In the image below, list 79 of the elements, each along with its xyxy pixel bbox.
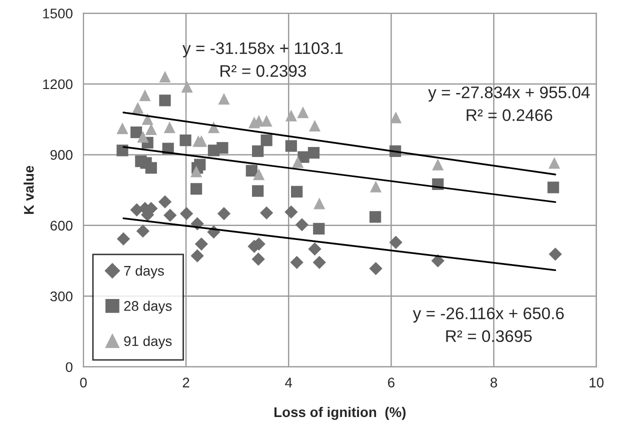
point	[285, 140, 297, 152]
x-tick-label: 4	[285, 378, 292, 388]
point	[164, 208, 177, 222]
point	[291, 186, 303, 198]
point	[164, 122, 176, 134]
point	[196, 135, 208, 147]
annotation: y = -26.116x + 650.6 R² = 0.3695	[412, 307, 564, 342]
x-axis-title: Loss of ignition (%)	[274, 406, 406, 420]
point	[284, 205, 298, 219]
y-tick-label: 600	[50, 220, 72, 231]
point	[136, 224, 150, 238]
point	[295, 218, 309, 232]
point	[142, 113, 154, 125]
x-tick-label: 2	[182, 378, 190, 388]
y-tick-label: 900	[50, 150, 72, 160]
point	[252, 185, 264, 197]
point	[145, 123, 157, 136]
point	[260, 134, 272, 146]
y-tick-label: 300	[50, 291, 72, 302]
point	[432, 158, 444, 170]
x-tick-label: 8	[490, 378, 498, 388]
point	[246, 164, 258, 177]
y-tick-label: 0	[66, 362, 72, 372]
point	[285, 110, 297, 122]
point	[180, 207, 194, 220]
point	[369, 211, 382, 223]
point	[370, 180, 382, 192]
annotation: y = -27.834x + 955.04 R² = 0.2466	[428, 86, 590, 122]
point	[194, 237, 208, 251]
y-tick-label: 1200	[43, 79, 72, 90]
point	[217, 207, 231, 220]
point	[190, 166, 202, 178]
point	[369, 262, 382, 276]
legend-label: 28 days	[124, 300, 172, 314]
point	[181, 81, 193, 93]
point	[137, 130, 149, 143]
y-axis-title: K value	[24, 166, 34, 214]
x-tick-label: 10	[590, 378, 604, 388]
point	[116, 144, 128, 156]
point	[308, 242, 322, 256]
point	[547, 182, 560, 194]
point	[159, 70, 171, 82]
point	[253, 168, 265, 180]
x-tick-label: 0	[80, 378, 87, 388]
point	[260, 114, 272, 127]
y-tick-label: 1500	[43, 8, 72, 18]
x-tick-label: 6	[388, 378, 394, 388]
point	[431, 254, 444, 268]
point	[390, 112, 402, 124]
point	[290, 256, 304, 270]
point	[252, 145, 264, 157]
point	[297, 106, 309, 118]
point	[116, 232, 130, 246]
point	[132, 102, 144, 114]
point	[308, 147, 320, 159]
point	[252, 252, 265, 266]
point	[389, 236, 402, 249]
point	[260, 206, 274, 220]
point	[190, 183, 202, 195]
point	[548, 157, 560, 169]
point	[158, 195, 172, 208]
point	[159, 94, 171, 106]
point	[313, 222, 325, 235]
point	[216, 142, 228, 154]
point	[308, 120, 321, 132]
point	[312, 256, 326, 270]
legend-label: 91 days	[124, 336, 172, 349]
point	[180, 134, 192, 146]
point	[130, 126, 142, 138]
point	[145, 162, 157, 174]
point	[190, 249, 204, 262]
point	[218, 93, 230, 105]
point	[548, 248, 562, 261]
point	[292, 156, 304, 168]
point	[116, 122, 128, 134]
legend-label: 7 days	[124, 266, 164, 278]
annotation: y = -31.158x + 1103.1 R² = 0.2393	[182, 42, 343, 77]
point	[139, 89, 151, 102]
point	[314, 198, 326, 210]
